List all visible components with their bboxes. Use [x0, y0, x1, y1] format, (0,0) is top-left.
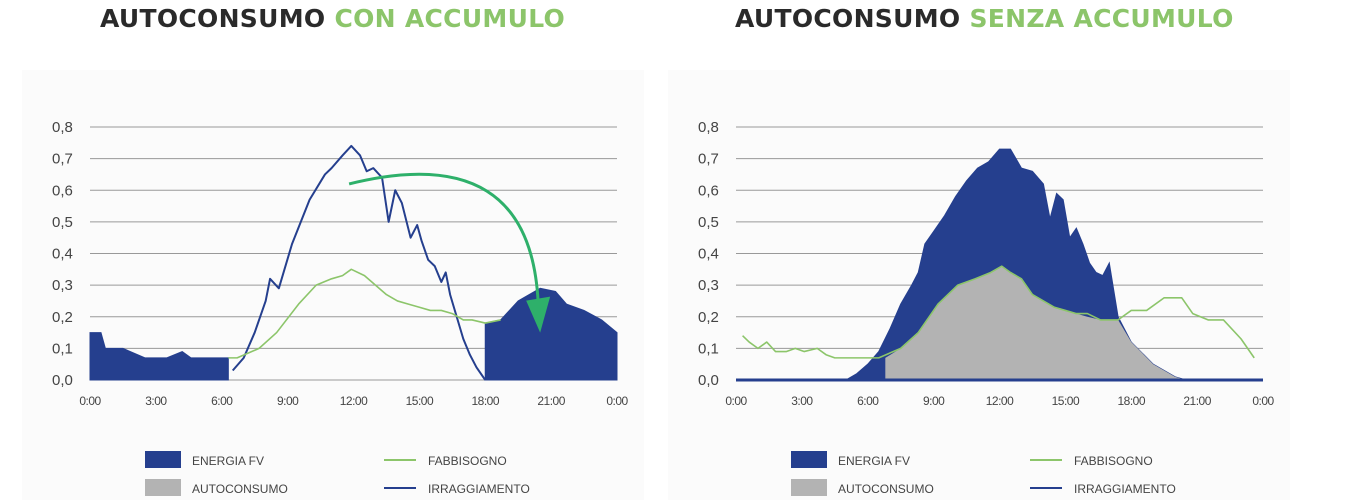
senza-accumulo-legend-autoconsumo-swatch: [791, 479, 827, 496]
con-accumulo-storage-arrow: [348, 172, 540, 303]
con-accumulo-x-tick-label: 9:00: [277, 394, 299, 408]
senza-accumulo-y-tick-label: 0,4: [698, 246, 719, 263]
chart-title-right: AUTOCONSUMO SENZA ACCUMULO: [735, 4, 1234, 33]
senza-accumulo-x-tick-label: 15:00: [1052, 394, 1080, 408]
senza-accumulo-y-tick-label: 0,7: [698, 151, 719, 168]
chart-panel-senza-accumulo: 0,0 0,1 0,2 0,3 0,4 0,5 0,6 0,7 0,8 0:00 3:00 6:00 9…: [668, 70, 1290, 500]
con-accumulo-energia-fv-area: [89, 332, 229, 381]
title-left-accent: CON ACCUMULO: [334, 4, 566, 33]
senza-accumulo-y-tick-label: 0,5: [698, 214, 719, 231]
senza-accumulo-x-tick-label: 18:00: [1117, 394, 1145, 408]
con-accumulo-y-tick-label: 0,7: [52, 151, 73, 168]
con-accumulo-x-tick-label: 0:00: [79, 394, 101, 408]
senza-accumulo-autoconsumo-area: [885, 266, 1187, 380]
senza-accumulo-y-tick-label: 0,1: [698, 340, 719, 357]
title-right-main: AUTOCONSUMO: [735, 4, 970, 33]
chart-title-left: AUTOCONSUMO CON ACCUMULO: [100, 4, 565, 33]
con-accumulo-energia-fv-area: [484, 287, 618, 381]
con-accumulo-y-tick-label: 0,4: [52, 246, 73, 263]
con-accumulo-y-tick-label: 0,8: [52, 119, 73, 136]
con-accumulo-legend-autoconsumo-label: AUTOCONSUMO: [192, 482, 288, 496]
senza-accumulo-x-tick-label: 12:00: [986, 394, 1014, 408]
senza-accumulo-legend-autoconsumo-label: AUTOCONSUMO: [838, 482, 934, 496]
con-accumulo-x-tick-label: 12:00: [340, 394, 368, 408]
senza-accumulo-y-tick-label: 0,0: [698, 372, 719, 389]
senza-accumulo-legend-energia-fv-label: ENERGIA FV: [838, 454, 910, 468]
senza-accumulo-x-tick-label: 3:00: [791, 394, 813, 408]
senza-accumulo-x-tick-label: 0:00: [725, 394, 747, 408]
senza-accumulo-y-tick-label: 0,3: [698, 277, 719, 294]
con-accumulo-fabbisogno-line: [228, 268, 501, 359]
chart-senza-accumulo: 0,0 0,1 0,2 0,3 0,4 0,5 0,6 0,7 0,8 0:00 3:00 6:00 9…: [698, 119, 1275, 496]
con-accumulo-y-tick-label: 0,6: [52, 182, 73, 199]
title-left-main: AUTOCONSUMO: [100, 4, 335, 33]
senza-accumulo-legend-irraggiamento-label: IRRAGGIAMENTO: [1074, 482, 1176, 496]
chart-panel-con-accumulo: 0,0 0,1 0,2 0,3 0,4 0,5 0,6 0,7 0,8 0:00 3:00 6:00 9…: [22, 70, 644, 500]
con-accumulo-legend-energia-fv-label: ENERGIA FV: [192, 454, 264, 468]
senza-accumulo-fabbisogno-line: [742, 265, 1255, 359]
senza-accumulo-x-tick-label: 9:00: [923, 394, 945, 408]
senza-accumulo-x-tick-label: 21:00: [1183, 394, 1211, 408]
con-accumulo-x-tick-label: 15:00: [406, 394, 434, 408]
con-accumulo-x-tick-label: 21:00: [537, 394, 565, 408]
senza-accumulo-y-tick-label: 0,6: [698, 182, 719, 199]
con-accumulo-x-tick-label: 3:00: [145, 394, 167, 408]
con-accumulo-y-tick-label: 0,3: [52, 277, 73, 294]
con-accumulo-legend-autoconsumo-swatch: [145, 479, 181, 496]
con-accumulo-legend-energia-fv-swatch: [145, 451, 181, 468]
senza-accumulo-y-tick-label: 0,2: [698, 309, 719, 326]
con-accumulo-legend-fabbisogno-label: FABBISOGNO: [428, 454, 507, 468]
con-accumulo-x-tick-label: 18:00: [471, 394, 499, 408]
senza-accumulo-legend-energia-fv-swatch: [791, 451, 827, 468]
con-accumulo-y-tick-label: 0,0: [52, 372, 73, 389]
con-accumulo-storage-arrow-head: [526, 296, 551, 333]
title-right-accent: SENZA ACCUMULO: [969, 4, 1234, 33]
con-accumulo-irraggiamento-line: [231, 144, 487, 381]
con-accumulo-legend-irraggiamento-label: IRRAGGIAMENTO: [428, 482, 530, 496]
con-accumulo-x-tick-label: 6:00: [211, 394, 233, 408]
con-accumulo-y-tick-label: 0,5: [52, 214, 73, 231]
con-accumulo-x-tick-label: 0:00: [606, 394, 628, 408]
chart-con-accumulo: 0,0 0,1 0,2 0,3 0,4 0,5 0,6 0,7 0,8 0:00 3:00 6:00 9…: [52, 119, 629, 496]
senza-accumulo-y-tick-label: 0,8: [698, 119, 719, 136]
con-accumulo-y-tick-label: 0,2: [52, 309, 73, 326]
senza-accumulo-legend-fabbisogno-label: FABBISOGNO: [1074, 454, 1153, 468]
senza-accumulo-x-tick-label: 6:00: [857, 394, 879, 408]
con-accumulo-y-tick-label: 0,1: [52, 340, 73, 357]
senza-accumulo-x-tick-label: 0:00: [1252, 394, 1274, 408]
